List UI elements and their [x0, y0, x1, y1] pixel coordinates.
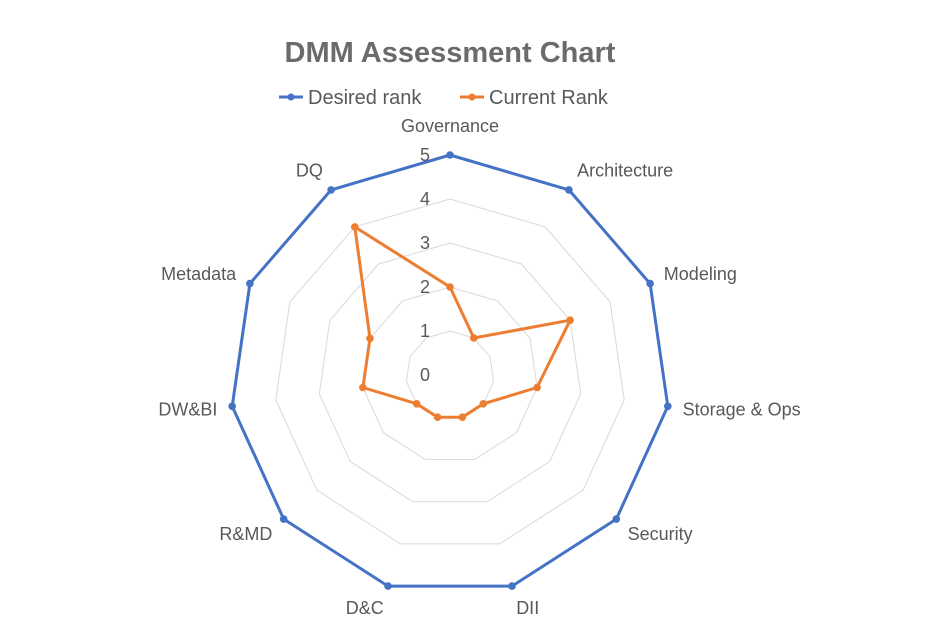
tick-label-0: 0 — [420, 365, 430, 385]
data-point-current-governance — [446, 283, 454, 291]
tick-label-2: 2 — [420, 277, 430, 297]
category-label-modeling: Modeling — [664, 264, 737, 284]
data-point-current-randmd — [412, 400, 421, 408]
data-point-desired-architecture — [565, 186, 573, 194]
grid-ring-2 — [362, 286, 538, 460]
grid-ring-5 — [231, 154, 669, 587]
series-line-desired — [230, 153, 670, 588]
data-point-desired-dandc — [384, 582, 392, 590]
tick-label-4: 4 — [420, 189, 430, 209]
category-label-dandc: D&C — [346, 598, 384, 618]
legend-marker-current — [468, 93, 476, 101]
data-point-desired-security — [612, 515, 621, 523]
legend-marker-desired — [287, 93, 295, 101]
data-point-desired-dq — [327, 186, 335, 194]
grid-ring-3 — [318, 242, 582, 503]
radial-ticks: 0 1 2 3 4 5 — [420, 145, 430, 385]
category-label-dii: DII — [516, 598, 539, 618]
series-line-current — [353, 225, 572, 419]
legend-item-desired: Desired rank — [279, 87, 422, 109]
category-labels: Governance Architecture Modeling Storage & … — [158, 116, 800, 618]
category-label-metadata: Metadata — [161, 264, 237, 284]
category-label-architecture: Architecture — [577, 161, 673, 181]
grid-ring-4 — [275, 198, 625, 545]
data-point-desired-dii — [508, 582, 516, 590]
legend-item-current: Current Rank — [460, 87, 609, 109]
tick-label-1: 1 — [420, 321, 430, 341]
category-label-security: Security — [628, 524, 693, 544]
data-point-current-storage-and-ops — [533, 383, 541, 392]
category-label-dwandbi: DW&BI — [158, 400, 217, 420]
data-point-current-dandc — [433, 413, 442, 422]
grid — [231, 154, 669, 587]
category-label-governance: Governance — [401, 116, 499, 136]
legend-label-current: Current Rank — [489, 87, 609, 109]
data-point-current-architecture — [470, 334, 478, 342]
series — [228, 151, 672, 590]
data-point-current-modeling — [566, 316, 574, 325]
data-point-current-dwandbi — [359, 383, 367, 392]
data-point-current-dq — [351, 223, 359, 231]
tick-label-3: 3 — [420, 233, 430, 253]
data-point-desired-modeling — [646, 279, 654, 288]
data-point-current-metadata — [366, 334, 374, 343]
category-label-dq: DQ — [296, 161, 323, 181]
data-point-desired-randmd — [279, 515, 288, 523]
data-point-desired-governance — [446, 151, 454, 159]
legend: Desired rank Current Rank — [279, 87, 609, 109]
data-point-desired-dwandbi — [228, 402, 236, 411]
data-point-current-security — [479, 400, 488, 408]
category-label-randmd: R&MD — [219, 524, 272, 544]
data-point-current-dii — [458, 413, 467, 422]
data-point-desired-storage-and-ops — [664, 402, 672, 411]
tick-label-5: 5 — [420, 145, 430, 165]
chart-title: DMM Assessment Chart — [285, 37, 616, 69]
category-label-storage-and-ops: Storage & Ops — [683, 400, 801, 420]
data-point-desired-metadata — [246, 279, 254, 288]
legend-label-desired: Desired rank — [308, 87, 422, 109]
